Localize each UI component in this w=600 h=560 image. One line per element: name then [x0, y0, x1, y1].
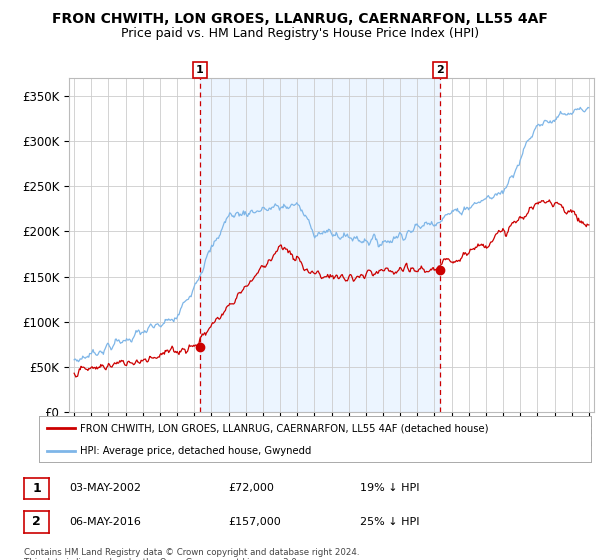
Text: 25% ↓ HPI: 25% ↓ HPI [360, 517, 419, 527]
Text: 1: 1 [32, 482, 41, 495]
Text: FRON CHWITH, LON GROES, LLANRUG, CAERNARFON, LL55 4AF (detached house): FRON CHWITH, LON GROES, LLANRUG, CAERNAR… [80, 423, 489, 433]
Text: 1: 1 [196, 65, 204, 75]
Text: 03-MAY-2002: 03-MAY-2002 [69, 483, 141, 493]
Text: FRON CHWITH, LON GROES, LLANRUG, CAERNARFON, LL55 4AF: FRON CHWITH, LON GROES, LLANRUG, CAERNAR… [52, 12, 548, 26]
Text: HPI: Average price, detached house, Gwynedd: HPI: Average price, detached house, Gwyn… [80, 446, 312, 455]
Text: 06-MAY-2016: 06-MAY-2016 [69, 517, 141, 527]
Text: Price paid vs. HM Land Registry's House Price Index (HPI): Price paid vs. HM Land Registry's House … [121, 27, 479, 40]
Bar [200, 78, 440, 412]
Text: Contains HM Land Registry data © Crown copyright and database right 2024.
This d: Contains HM Land Registry data © Crown c… [24, 548, 359, 560]
Text: 19% ↓ HPI: 19% ↓ HPI [360, 483, 419, 493]
Text: 2: 2 [436, 65, 444, 75]
Text: £72,000: £72,000 [228, 483, 274, 493]
Text: 2: 2 [32, 515, 41, 529]
Text: £157,000: £157,000 [228, 517, 281, 527]
